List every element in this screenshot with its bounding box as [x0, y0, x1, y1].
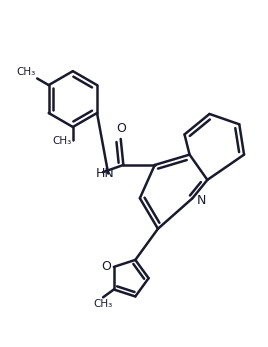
Text: N: N: [196, 194, 206, 207]
Text: O: O: [116, 122, 126, 135]
Text: CH₃: CH₃: [52, 136, 72, 146]
Text: CH₃: CH₃: [94, 299, 113, 308]
Text: HN: HN: [95, 167, 114, 180]
Text: O: O: [101, 260, 111, 273]
Text: CH₃: CH₃: [17, 67, 36, 77]
